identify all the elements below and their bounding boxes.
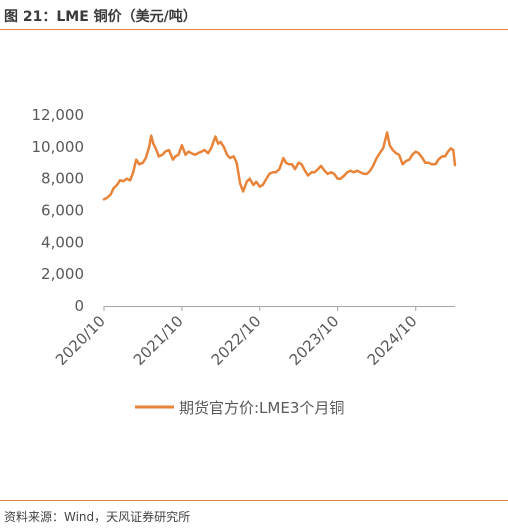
x-axis-labels: 2020/10 2021/10 2022/10 2023/10 2024/10: [52, 312, 421, 369]
x-axis-ticks: [103, 306, 417, 311]
y-tick-label: 0: [74, 297, 84, 315]
top-divider: [0, 29, 508, 30]
x-tick-label: 2021/10: [130, 312, 187, 369]
x-tick-label: 2022/10: [208, 312, 265, 369]
bottom-divider: [0, 500, 508, 501]
source-note: 资料来源：Wind，天风证券研究所: [4, 510, 191, 524]
line-chart: 0 2,000 4,000 6,000 8,000 10,000 12,000 2020/1…: [32, 106, 457, 417]
x-tick-label: 2023/10: [286, 312, 343, 369]
x-tick-label: 2020/10: [52, 312, 109, 369]
y-tick-label: 8,000: [41, 170, 84, 188]
y-tick-label: 4,000: [41, 233, 84, 251]
figure-title: 图 21：LME 铜价（美元/吨）: [4, 9, 197, 25]
series-line-lme-copper: [102, 131, 457, 201]
legend: 期货官方价:LME3个月铜: [135, 399, 344, 417]
y-tick-label: 2,000: [41, 265, 84, 283]
x-tick-label: 2024/10: [364, 312, 421, 369]
y-tick-label: 6,000: [41, 202, 84, 220]
y-axis-labels: 0 2,000 4,000 6,000 8,000 10,000 12,000: [32, 106, 85, 315]
y-tick-label: 12,000: [32, 106, 85, 124]
legend-label: 期货官方价:LME3个月铜: [179, 399, 344, 417]
y-tick-label: 10,000: [32, 138, 85, 156]
